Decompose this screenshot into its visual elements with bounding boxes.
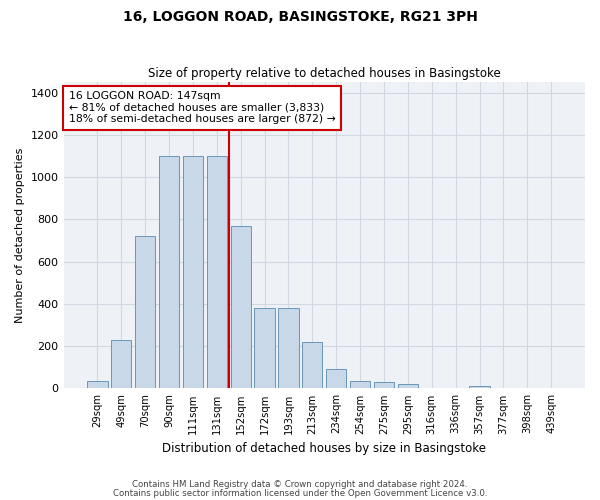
- Bar: [254, 308, 275, 388]
- Bar: [326, 370, 346, 388]
- Bar: [87, 381, 107, 388]
- Bar: [159, 156, 179, 388]
- Text: 16, LOGGON ROAD, BASINGSTOKE, RG21 3PH: 16, LOGGON ROAD, BASINGSTOKE, RG21 3PH: [122, 10, 478, 24]
- Text: 16 LOGGON ROAD: 147sqm
← 81% of detached houses are smaller (3,833)
18% of semi-: 16 LOGGON ROAD: 147sqm ← 81% of detached…: [69, 91, 335, 124]
- Bar: [374, 382, 394, 388]
- Text: Contains public sector information licensed under the Open Government Licence v3: Contains public sector information licen…: [113, 488, 487, 498]
- Bar: [135, 236, 155, 388]
- Text: Contains HM Land Registry data © Crown copyright and database right 2024.: Contains HM Land Registry data © Crown c…: [132, 480, 468, 489]
- Bar: [278, 308, 299, 388]
- Y-axis label: Number of detached properties: Number of detached properties: [15, 148, 25, 323]
- Bar: [183, 156, 203, 388]
- X-axis label: Distribution of detached houses by size in Basingstoke: Distribution of detached houses by size …: [162, 442, 486, 455]
- Bar: [206, 156, 227, 388]
- Title: Size of property relative to detached houses in Basingstoke: Size of property relative to detached ho…: [148, 66, 500, 80]
- Bar: [302, 342, 322, 388]
- Bar: [398, 384, 418, 388]
- Bar: [111, 340, 131, 388]
- Bar: [469, 386, 490, 388]
- Bar: [350, 381, 370, 388]
- Bar: [230, 226, 251, 388]
